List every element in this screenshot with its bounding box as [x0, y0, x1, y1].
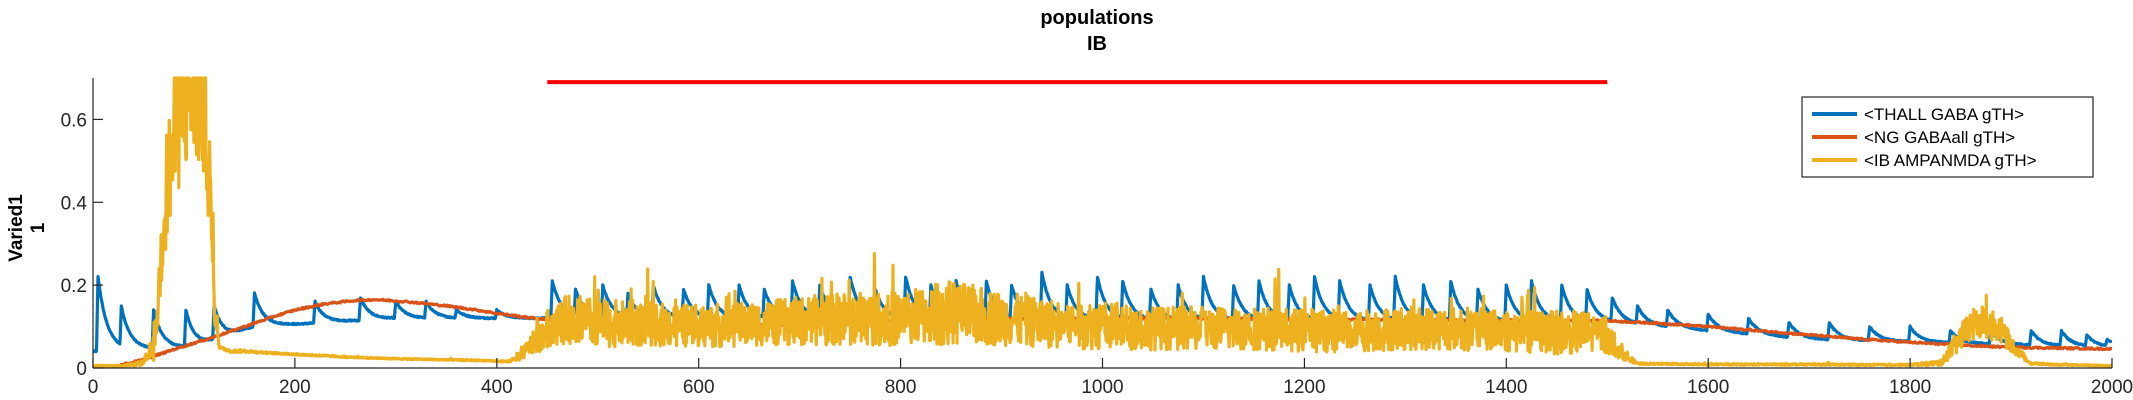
x-tick-label: 400	[481, 377, 513, 398]
y-axis-label-line1: Varied1	[6, 194, 27, 262]
y-tick-label: 0.2	[61, 276, 87, 297]
axes: 0 200 400 600 800 1000 1200 1400 1600 1800 2000 0 0.…	[61, 78, 2133, 398]
x-tick-label: 2000	[2091, 377, 2133, 398]
series-line-3	[93, 76, 2112, 368]
chart-subtitle: IB	[1087, 33, 1107, 55]
x-tick-label: 0	[88, 377, 99, 398]
legend-label: <IB AMPANMDA gTH>	[1864, 151, 2037, 170]
x-tick-label: 1200	[1283, 377, 1325, 398]
y-tick-label: 0.6	[61, 110, 87, 131]
chart-title: populations	[1040, 7, 1153, 29]
legend-label: <THALL GABA gTH>	[1864, 105, 2024, 124]
x-tick-label: 1000	[1081, 377, 1123, 398]
x-tick-label: 1800	[1889, 377, 1931, 398]
x-tick-label: 200	[279, 377, 311, 398]
y-tick-label: 0.4	[61, 193, 88, 214]
y-tick-label: 0	[76, 359, 87, 380]
x-tick-label: 1600	[1687, 377, 1729, 398]
legend: <THALL GABA gTH> <NG GABAall gTH> <IB AMPA…	[1801, 96, 2094, 178]
x-tick-label: 600	[683, 377, 715, 398]
x-tick-label: 1400	[1485, 377, 1527, 398]
series-line-1	[93, 270, 2112, 354]
legend-label: <NG GABAall gTH>	[1864, 128, 2015, 147]
x-tick-label: 800	[885, 377, 917, 398]
y-axis-label: Varied1 1	[6, 194, 49, 262]
y-axis-label-line2: 1	[28, 222, 49, 233]
plot-area	[93, 76, 2112, 368]
